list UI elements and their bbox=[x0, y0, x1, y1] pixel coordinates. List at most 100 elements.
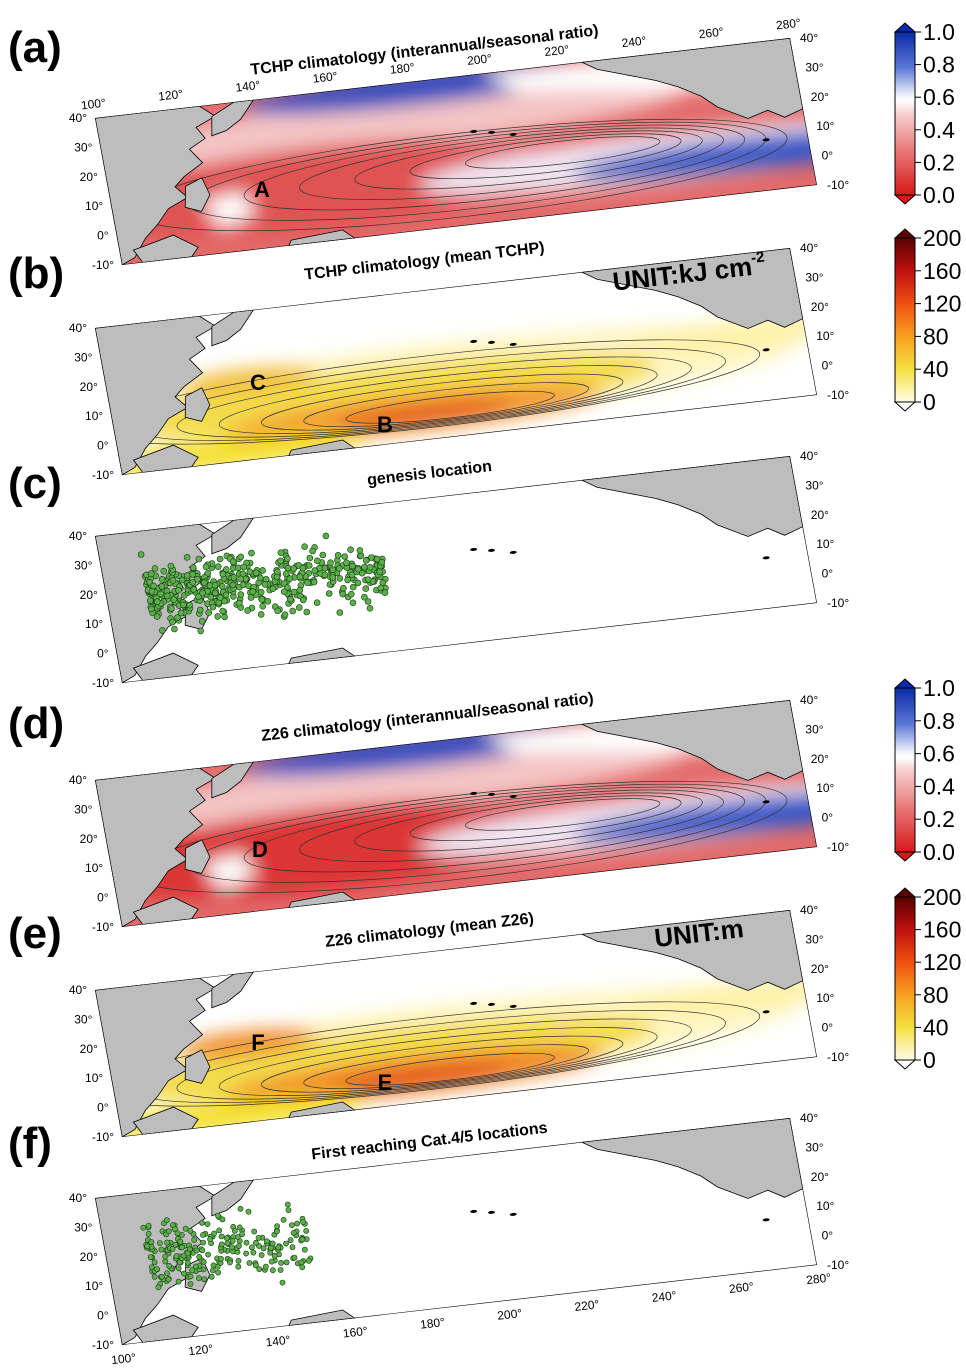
lat-label: 0° bbox=[822, 149, 834, 163]
field-region bbox=[101, 79, 686, 166]
location-dot bbox=[210, 1262, 217, 1269]
colorbar-arrow bbox=[893, 22, 917, 33]
field-region bbox=[623, 315, 818, 355]
lat-label: 0° bbox=[822, 567, 834, 581]
location-dot bbox=[156, 1240, 163, 1246]
location-dot bbox=[205, 609, 212, 616]
location-dot bbox=[269, 1240, 276, 1247]
location-dot bbox=[180, 601, 187, 609]
location-dot bbox=[147, 597, 154, 604]
location-dot bbox=[207, 1236, 213, 1243]
location-dot bbox=[212, 589, 219, 597]
island bbox=[488, 548, 496, 552]
location-dot bbox=[187, 1273, 194, 1280]
lat-label: 20° bbox=[80, 380, 98, 394]
location-dot bbox=[243, 1239, 250, 1246]
location-dot bbox=[200, 1232, 206, 1238]
location-dot bbox=[214, 613, 221, 620]
location-dot bbox=[279, 1279, 286, 1286]
lat-label: 30° bbox=[805, 60, 823, 74]
lon-label: 220° bbox=[544, 42, 570, 59]
location-dot bbox=[301, 1246, 308, 1253]
location-dot bbox=[259, 602, 267, 610]
island bbox=[470, 129, 478, 133]
location-dot bbox=[250, 1249, 257, 1256]
location-dot bbox=[189, 571, 196, 578]
lat-label: 40° bbox=[69, 111, 87, 125]
location-dot bbox=[201, 1276, 208, 1283]
location-dot bbox=[364, 576, 372, 583]
location-dot bbox=[237, 591, 245, 598]
location-dot bbox=[264, 597, 272, 605]
region-marker: E bbox=[378, 1070, 393, 1095]
location-dot bbox=[148, 1239, 155, 1245]
lat-label: 20° bbox=[811, 752, 829, 766]
colorbar-label: 0.0 bbox=[923, 839, 955, 865]
region-marker: C bbox=[250, 370, 266, 395]
lat-label: 40° bbox=[800, 31, 818, 45]
location-dot bbox=[341, 553, 349, 560]
location-dot bbox=[303, 1228, 310, 1234]
field-region bbox=[332, 401, 514, 427]
lon-label: 100° bbox=[110, 1351, 136, 1368]
island bbox=[509, 342, 517, 346]
location-dot bbox=[235, 1257, 242, 1264]
island bbox=[762, 800, 770, 804]
location-dot bbox=[163, 592, 171, 600]
location-dot bbox=[150, 582, 157, 590]
location-dot bbox=[175, 1265, 182, 1271]
location-dot bbox=[336, 609, 344, 616]
lat-label: 30° bbox=[74, 1012, 92, 1026]
location-dot bbox=[294, 1220, 301, 1227]
location-dot bbox=[160, 567, 168, 575]
location-dot bbox=[269, 1267, 276, 1274]
location-dot bbox=[339, 590, 347, 598]
location-dot bbox=[275, 1244, 282, 1251]
lat-label: 40° bbox=[69, 321, 87, 335]
colorbar-label: 0.6 bbox=[923, 84, 955, 110]
location-dot bbox=[262, 1263, 269, 1270]
colorbar-label: 0 bbox=[923, 1047, 936, 1073]
location-dot bbox=[199, 1247, 206, 1254]
lat-label: 10° bbox=[85, 861, 103, 875]
lat-label: 20° bbox=[80, 832, 98, 846]
location-dot bbox=[246, 1260, 253, 1266]
location-dot bbox=[158, 1246, 165, 1253]
lat-label: 40° bbox=[69, 1191, 87, 1205]
location-dot bbox=[140, 1224, 147, 1231]
lat-label: 30° bbox=[74, 802, 92, 816]
ocean bbox=[95, 455, 818, 684]
location-dot bbox=[251, 1228, 258, 1235]
contour bbox=[463, 130, 662, 175]
lat-label: 20° bbox=[811, 300, 829, 314]
field-region bbox=[95, 138, 558, 238]
location-dot bbox=[296, 586, 304, 594]
contour bbox=[172, 1002, 696, 1115]
lat-label: 10° bbox=[816, 119, 834, 133]
lat-label: 0° bbox=[822, 1229, 834, 1243]
location-dot bbox=[246, 568, 254, 576]
location-dot bbox=[244, 607, 251, 614]
contour bbox=[86, 318, 766, 465]
map-panel bbox=[95, 455, 818, 684]
location-dot bbox=[310, 578, 318, 586]
location-dot bbox=[235, 1263, 242, 1270]
location-dot bbox=[145, 1230, 152, 1237]
location-dot bbox=[163, 1217, 170, 1224]
lat-label: 20° bbox=[80, 170, 98, 184]
lat-label: 0° bbox=[822, 359, 834, 373]
land bbox=[180, 839, 212, 875]
location-dot bbox=[168, 605, 175, 612]
colorbar-label: 0.4 bbox=[923, 117, 955, 143]
location-dot bbox=[183, 553, 191, 561]
location-dot bbox=[221, 597, 228, 605]
location-dot bbox=[286, 575, 294, 583]
lat-label: 10° bbox=[816, 781, 834, 795]
location-dot bbox=[306, 554, 314, 562]
lat-label: 0° bbox=[97, 1309, 109, 1323]
lat-label: 10° bbox=[816, 329, 834, 343]
lat-label: -10° bbox=[92, 1130, 114, 1144]
location-dot bbox=[187, 1227, 194, 1234]
location-dot bbox=[198, 617, 206, 625]
location-dot bbox=[199, 1219, 205, 1226]
